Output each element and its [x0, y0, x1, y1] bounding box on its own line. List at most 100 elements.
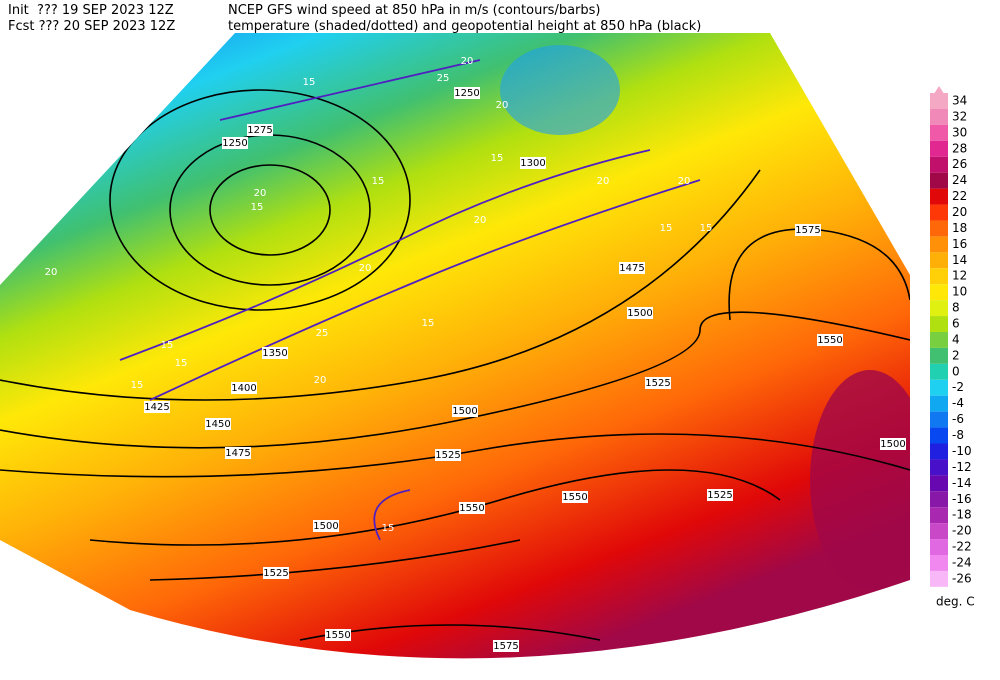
- colorbar-label: 30: [952, 125, 967, 139]
- height-label-box: [707, 489, 733, 501]
- map-labels: 1275125013001250147515001575155015251500…: [45, 56, 906, 652]
- colorbar-swatch: [930, 539, 948, 556]
- colorbar-swatch: [930, 284, 948, 301]
- wind-label: 20: [314, 375, 327, 386]
- height-label-box: [627, 307, 653, 319]
- height-label-box: [325, 629, 351, 641]
- colorbar-swatch: [930, 204, 948, 221]
- colorbar-swatch: [930, 427, 948, 444]
- warm-area: [810, 370, 910, 590]
- colorbar-swatch: [930, 108, 948, 125]
- colorbar-swatch: [930, 491, 948, 508]
- height-label: 1525: [645, 378, 670, 389]
- title-line: NCEP GFS wind speed at 850 hPa in m/s (c…: [228, 3, 601, 18]
- colorbar-label: -8: [952, 428, 964, 442]
- title-line: temperature (shaded/dotted) and geopoten…: [228, 19, 701, 34]
- colorbar-swatch: [930, 331, 948, 348]
- colorbar-label: -10: [952, 444, 972, 458]
- wind-label: 15: [372, 176, 385, 187]
- height-label-box: [247, 124, 273, 136]
- height-label: 1425: [144, 402, 169, 413]
- wind-label: 20: [678, 176, 691, 187]
- height-label-box: [619, 262, 645, 274]
- temperature-shading: [0, 33, 910, 659]
- height-label: 1550: [562, 492, 587, 503]
- height-label-box: [313, 520, 339, 532]
- height-label: 1575: [493, 641, 518, 652]
- height-label-box: [493, 640, 519, 652]
- colorbar-unit: deg. C: [936, 595, 975, 609]
- colorbar-label: -20: [952, 524, 972, 538]
- colorbar-label: -26: [952, 571, 972, 585]
- wind-label: 15: [175, 358, 188, 369]
- colorbar-swatch: [930, 124, 948, 141]
- colorbar-label: 16: [952, 237, 967, 251]
- colorbar-swatch: [930, 459, 948, 476]
- height-label-box: [454, 87, 480, 99]
- wind-label: 20: [45, 267, 58, 278]
- init-line: Init ??? 19 SEP 2023 12Z: [8, 3, 174, 18]
- height-label: 1525: [707, 490, 732, 501]
- height-label: 1575: [795, 225, 820, 236]
- wind-label: 20: [359, 263, 372, 274]
- height-label: 1500: [452, 406, 477, 417]
- colorbar-swatch: [930, 268, 948, 285]
- colorbar-swatch: [930, 555, 948, 571]
- colorbar-label: 2: [952, 348, 960, 362]
- colorbar-label: -4: [952, 396, 964, 410]
- colorbar-label: 24: [952, 173, 967, 187]
- height-label: 1500: [313, 521, 338, 532]
- height-label: 1350: [262, 348, 287, 359]
- colorbar-label: 14: [952, 253, 967, 267]
- colorbar-swatch: [930, 507, 948, 524]
- wind-label: 20: [474, 215, 487, 226]
- colorbar-swatch: [930, 220, 948, 237]
- height-label: 1500: [880, 439, 905, 450]
- cold-area: [500, 45, 620, 135]
- colorbar-label: 22: [952, 189, 967, 203]
- colorbar-swatch: [930, 252, 948, 269]
- colorbar-label: -14: [952, 476, 972, 490]
- height-label-box: [459, 502, 485, 514]
- height-label: 1550: [817, 335, 842, 346]
- height-label-box: [452, 405, 478, 417]
- height-label: 1400: [231, 383, 256, 394]
- colorbar-swatch: [930, 172, 948, 189]
- colorbar-swatch: [930, 156, 948, 173]
- colorbar-swatch: [930, 236, 948, 253]
- colorbar-label: 32: [952, 109, 967, 123]
- wind-label: 15: [161, 340, 174, 351]
- colorbar-swatch: [930, 93, 948, 109]
- colorbar-swatch: [930, 395, 948, 412]
- colorbar-label: 0: [952, 364, 960, 378]
- colorbar-swatch: [930, 316, 948, 332]
- colorbar-swatch: [930, 363, 948, 380]
- colorbar-swatch: [930, 523, 948, 540]
- colorbar-label: -12: [952, 460, 972, 474]
- wind-label: 15: [382, 523, 395, 534]
- colorbar-swatch: [930, 188, 948, 205]
- colorbar-label: -2: [952, 380, 964, 394]
- colorbar-swatch: [930, 570, 948, 587]
- height-label: 1550: [325, 630, 350, 641]
- colorbar-label: 8: [952, 301, 960, 315]
- colorbar-swatch: [930, 347, 948, 364]
- height-label: 1250: [222, 138, 247, 149]
- colorbar-swatch: [930, 300, 948, 317]
- height-label: 1275: [247, 125, 272, 136]
- height-label: 1250: [454, 88, 479, 99]
- colorbar-label: 26: [952, 157, 967, 171]
- wind-label: 20: [254, 188, 267, 199]
- height-label: 1300: [520, 158, 545, 169]
- height-label-box: [231, 382, 257, 394]
- colorbar: 3432302826242220181614121086420-2-4-6-8-…: [930, 86, 972, 587]
- height-label-box: [225, 447, 251, 459]
- wind-label: 20: [496, 100, 509, 111]
- height-label: 1450: [205, 419, 230, 430]
- colorbar-label: -6: [952, 412, 964, 426]
- colorbar-swatch: [930, 411, 948, 428]
- wind-label: 15: [491, 153, 504, 164]
- height-label-box: [645, 377, 671, 389]
- height-label-box: [562, 491, 588, 503]
- wind-label: 25: [437, 73, 450, 84]
